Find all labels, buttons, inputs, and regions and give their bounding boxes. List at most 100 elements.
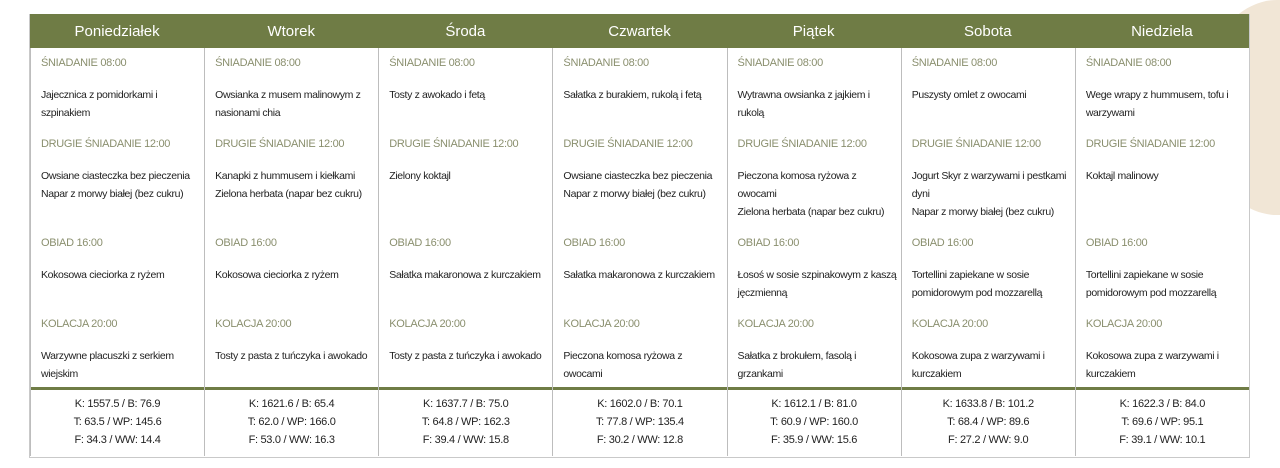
- meal-item: Zielona herbata (napar bez cukru): [737, 206, 885, 218]
- meal-items: Kokosowa cieciorka z ryżem: [41, 266, 200, 284]
- meal-items: Warzywne placuszki z serkiem wiejskim: [41, 347, 200, 383]
- meal-label: KOLACJA 20:00: [563, 318, 640, 330]
- day-column: ŚNIADANIE 08:00 Owsianka z musem malinowy…: [204, 48, 378, 456]
- meal-label: OBIAD 16:00: [389, 237, 451, 249]
- meal-label: KOLACJA 20:00: [215, 318, 292, 330]
- meal-items: Zielony koktajl: [389, 167, 548, 185]
- meal-items: Tortellini zapiekane w sosie pomidorowym…: [1086, 266, 1245, 302]
- meal-items: Sałatka makaronowa z kurczakiem: [563, 266, 722, 284]
- meal-label: ŚNIADANIE 08:00: [389, 57, 475, 69]
- meal-item: Wege wrapy z hummusem, tofu i warzywami: [1085, 89, 1229, 119]
- meal-label: OBIAD 16:00: [41, 237, 103, 249]
- day-header: Poniedziałek: [74, 23, 160, 40]
- day-column: ŚNIADANIE 08:00 Wege wrapy z hummusem, to…: [1074, 48, 1249, 456]
- meal-item: Kokosowa cieciorka z ryżem: [215, 269, 339, 281]
- meal-item: Sałatka makaronowa z kurczakiem: [563, 269, 715, 281]
- meal-items: Pieczona komosa ryżowa z owocami: [563, 347, 722, 383]
- day-column: ŚNIADANIE 08:00 Sałatka z burakiem, rukol…: [552, 48, 726, 456]
- day-header: Niedziela: [1131, 23, 1193, 40]
- meal-item: Koktajl malinowy: [1085, 170, 1159, 182]
- meal-label: OBIAD 16:00: [737, 237, 800, 249]
- meal-label: ŚNIADANIE 08:00: [911, 57, 998, 69]
- meal-item: Zielona herbata (napar bez cukru): [215, 188, 362, 200]
- meal-section: DRUGIE ŚNIADANIE 12:00 Jogurt Skyr z warz…: [912, 137, 1071, 221]
- meal-label: ŚNIADANIE 08:00: [737, 57, 824, 69]
- meal-label: KOLACJA 20:00: [41, 318, 118, 330]
- meal-label: DRUGIE ŚNIADANIE 12:00: [389, 138, 519, 150]
- meal-items: Owsianka z musem malinowym z nasionami c…: [215, 86, 374, 122]
- meal-section: OBIAD 16:00 Tortellini zapiekane w sosie …: [1086, 236, 1245, 302]
- meal-items: Tortellini zapiekane w sosie pomidorowym…: [912, 266, 1071, 302]
- totals-line: F: 35.9 / WW: 15.6: [770, 434, 858, 446]
- totals-divider: [30, 387, 1249, 390]
- meal-section: ŚNIADANIE 08:00 Owsianka z musem malinowy…: [215, 56, 374, 122]
- meal-items: Jajecznica z pomidorkami i szpinakiem: [41, 86, 200, 122]
- totals-line: F: 27.2 / WW: 9.0: [948, 434, 1029, 446]
- totals-line: F: 39.4 / WW: 15.8: [422, 434, 509, 446]
- meal-items: Tosty z pasta z tuńczyka i awokado: [389, 347, 548, 365]
- meal-label: ŚNIADANIE 08:00: [1085, 57, 1172, 69]
- meal-label: ŚNIADANIE 08:00: [41, 57, 127, 69]
- day-header: Piątek: [792, 23, 835, 40]
- meal-item: Owsiane ciasteczka bez pieczenia: [41, 170, 190, 182]
- meal-section: OBIAD 16:00 Tortellini zapiekane w sosie …: [912, 236, 1071, 302]
- meal-items: Jogurt Skyr z warzywami i pestkami dyni N…: [912, 167, 1071, 221]
- totals-line: K: 1637.7 / B: 75.0: [423, 398, 509, 410]
- meal-item: Tosty z pasta z tuńczyka i awokado: [389, 350, 542, 362]
- totals-line: T: 69.6 / WP: 95.1: [1121, 416, 1204, 428]
- nutrition-totals: K: 1633.8 / B: 101.2 T: 68.4 / WP: 89.6 F:…: [902, 395, 1075, 449]
- totals-line: K: 1633.8 / B: 101.2: [942, 398, 1035, 410]
- meal-item: Łosoś w sosie szpinakowym z kaszą jęczmi…: [737, 269, 897, 299]
- meal-section: ŚNIADANIE 08:00 Wytrawna owsianka z jajki…: [738, 56, 897, 122]
- meal-item: Kokosowa zupa z warzywami i kurczakiem: [911, 350, 1045, 380]
- meal-items: Sałatka z burakiem, rukolą i fetą: [563, 86, 722, 104]
- meal-item: Napar z morwy białej (bez cukru): [563, 188, 706, 200]
- meal-label: ŚNIADANIE 08:00: [563, 57, 649, 69]
- totals-line: T: 77.8 / WP: 135.4: [595, 416, 684, 428]
- meal-label: DRUGIE ŚNIADANIE 12:00: [1085, 138, 1215, 150]
- meal-label: KOLACJA 20:00: [737, 318, 815, 330]
- meal-items: Tosty z pasta z tuńczyka i awokado: [215, 347, 374, 365]
- day-header: Środa: [445, 23, 486, 40]
- meal-label: KOLACJA 20:00: [389, 318, 466, 330]
- meal-section: OBIAD 16:00 Kokosowa cieciorka z ryżem: [41, 236, 200, 284]
- totals-line: T: 63.5 / WP: 145.6: [73, 416, 162, 428]
- meal-section: ŚNIADANIE 08:00 Sałatka z burakiem, rukol…: [563, 56, 722, 104]
- meal-section: KOLACJA 20:00 Kokosowa zupa z warzywami i…: [1086, 317, 1245, 383]
- meal-section: DRUGIE ŚNIADANIE 12:00 Owsiane ciasteczka…: [41, 137, 200, 203]
- totals-line: K: 1557.5 / B: 76.9: [74, 398, 161, 410]
- table-header: Poniedziałek Wtorek Środa Czwartek Piątek Sob…: [30, 14, 1249, 48]
- meal-label: OBIAD 16:00: [911, 237, 974, 249]
- meal-section: DRUGIE ŚNIADANIE 12:00 Kanapki z hummusem…: [215, 137, 374, 203]
- meal-label: DRUGIE ŚNIADANIE 12:00: [911, 138, 1041, 150]
- nutrition-totals: K: 1622.3 / B: 84.0 T: 69.6 / WP: 95.1 F: …: [1076, 395, 1249, 449]
- meal-item: Kokosowa cieciorka z ryżem: [41, 269, 165, 281]
- meal-item: Napar z morwy białej (bez cukru): [911, 206, 1055, 218]
- totals-line: F: 34.3 / WW: 14.4: [74, 434, 161, 446]
- nutrition-totals: K: 1637.7 / B: 75.0 T: 64.8 / WP: 162.3 F:…: [379, 395, 552, 449]
- meal-section: DRUGIE ŚNIADANIE 12:00 Pieczona komosa ry…: [738, 137, 897, 221]
- meal-items: Wytrawna owsianka z jajkiem i rukolą: [738, 86, 897, 122]
- meal-item: Kokosowa zupa z warzywami i kurczakiem: [1085, 350, 1219, 380]
- meal-item: Zielony koktajl: [389, 170, 451, 182]
- meal-label: DRUGIE ŚNIADANIE 12:00: [41, 138, 171, 150]
- nutrition-totals: K: 1557.5 / B: 76.9 T: 63.5 / WP: 145.6 F:…: [31, 395, 204, 449]
- totals-line: T: 62.0 / WP: 166.0: [247, 416, 336, 428]
- meal-item: Tosty z awokado i fetą: [389, 89, 485, 101]
- meal-items: Kanapki z hummusem i kiełkami Zielona her…: [215, 167, 374, 203]
- meal-section: DRUGIE ŚNIADANIE 12:00 Zielony koktajl: [389, 137, 548, 185]
- meal-items: Sałatka makaronowa z kurczakiem: [389, 266, 548, 284]
- meal-section: ŚNIADANIE 08:00 Jajecznica z pomidorkami …: [41, 56, 200, 122]
- meal-section: KOLACJA 20:00 Warzywne placuszki z serkie…: [41, 317, 200, 383]
- meal-item: Warzywne placuszki z serkiem wiejskim: [41, 350, 174, 380]
- day-header: Wtorek: [267, 23, 315, 40]
- nutrition-totals: K: 1612.1 / B: 81.0 T: 60.9 / WP: 160.0 F:…: [728, 395, 901, 449]
- meal-item: Puszysty omlet z owocami: [911, 89, 1027, 101]
- day-column: ŚNIADANIE 08:00 Puszysty omlet z owocami D…: [900, 48, 1075, 456]
- totals-line: F: 39.1 / WW: 10.1: [1119, 434, 1206, 446]
- day-header: Sobota: [964, 23, 1012, 40]
- day-header: Czwartek: [608, 23, 671, 40]
- meal-section: OBIAD 16:00 Kokosowa cieciorka z ryżem: [215, 236, 374, 284]
- meal-section: KOLACJA 20:00 Tosty z pasta z tuńczyka i …: [389, 317, 548, 365]
- meal-item: Napar z morwy białej (bez cukru): [41, 188, 184, 200]
